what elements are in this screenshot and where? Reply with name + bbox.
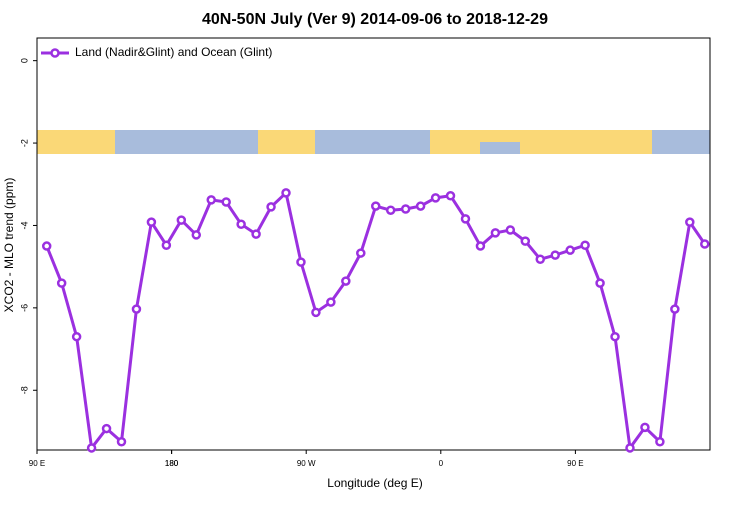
point — [700, 239, 710, 249]
point — [625, 443, 635, 453]
legend-label: Land (Nadir&Glint) and Ocean (Glint) — [75, 45, 272, 59]
point — [565, 245, 575, 255]
point — [445, 191, 456, 201]
y-tick-label: -6 — [19, 304, 29, 312]
point — [460, 214, 471, 224]
point — [415, 201, 426, 211]
point — [191, 230, 202, 240]
point — [385, 205, 396, 215]
x-tick-label: 90 W — [297, 459, 316, 468]
x-tick-label: 180 — [165, 459, 179, 468]
y-tick-label: -8 — [19, 386, 29, 394]
point — [610, 331, 620, 342]
point — [41, 241, 52, 251]
point — [655, 437, 665, 447]
point — [236, 219, 246, 229]
legend-marker — [50, 48, 60, 58]
point — [296, 257, 306, 267]
y-axis-label: XCO2 - MLO trend (ppm) — [2, 178, 16, 313]
point — [580, 240, 590, 250]
chart-title: 40N-50N July (Ver 9) 2014-09-06 to 2018-… — [202, 11, 548, 28]
point — [400, 204, 411, 214]
point — [535, 254, 546, 264]
plot-frame — [36, 37, 711, 451]
line — [45, 190, 707, 452]
point — [206, 195, 216, 205]
x-tick-label: 0 — [439, 459, 444, 468]
point — [550, 250, 560, 260]
point — [520, 236, 531, 246]
point — [266, 202, 276, 212]
point — [670, 304, 680, 314]
y-tick-label: 0 — [19, 58, 29, 63]
point — [595, 278, 605, 288]
point — [101, 423, 112, 434]
point — [221, 197, 231, 207]
point — [370, 201, 381, 211]
point — [86, 443, 97, 453]
x-tick-label: 90 E — [29, 459, 45, 468]
point — [640, 422, 650, 433]
point — [71, 331, 82, 342]
y-tick-label: -4 — [19, 221, 29, 229]
map-strip — [37, 130, 710, 154]
x-tick-label: 180 — [165, 459, 179, 468]
point — [311, 307, 321, 318]
point — [505, 225, 516, 235]
point — [146, 217, 157, 227]
point — [131, 304, 142, 314]
point — [251, 229, 261, 239]
point — [341, 276, 351, 286]
point — [281, 188, 291, 198]
y-tick-label: -2 — [19, 139, 29, 147]
point — [56, 278, 67, 288]
point — [116, 437, 127, 447]
x-axis-label: Longitude (deg E) — [327, 476, 422, 490]
point — [430, 193, 441, 203]
point — [685, 217, 695, 227]
point — [475, 241, 486, 251]
point — [161, 240, 172, 250]
point — [176, 215, 187, 225]
x-tick-label: 90 E — [567, 459, 583, 468]
point — [356, 248, 366, 258]
point — [490, 228, 501, 238]
point — [326, 297, 336, 307]
